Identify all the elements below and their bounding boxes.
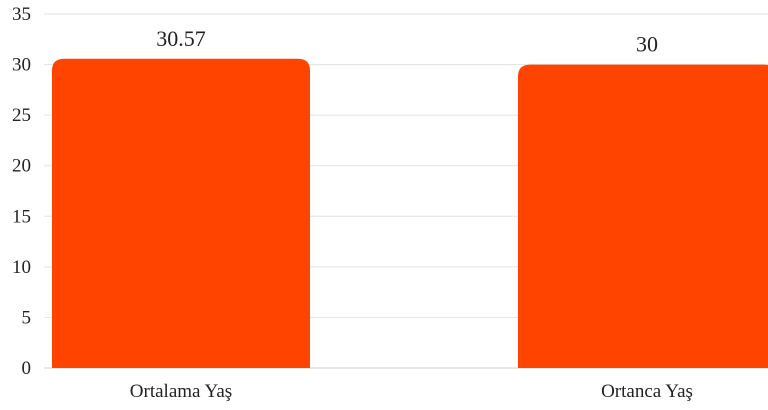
bar-2: [518, 64, 768, 368]
data-label-1: 30.57: [156, 26, 206, 51]
bars: [52, 58, 768, 369]
y-tick-label-20: 20: [12, 156, 31, 177]
y-tick-label-15: 15: [12, 206, 31, 227]
category-label-2: Ortanca Yaş: [601, 381, 693, 402]
data-label-2: 30: [636, 32, 658, 57]
bar-1: [52, 58, 310, 369]
y-tick-label-0: 0: [22, 358, 32, 379]
y-axis-tick-labels: 0 5 10 15 20 25 30 35: [12, 4, 31, 379]
y-tick-label-10: 10: [12, 257, 31, 278]
y-tick-label-30: 30: [12, 55, 31, 76]
y-tick-label-25: 25: [12, 105, 31, 126]
y-tick-label-5: 5: [22, 307, 32, 328]
data-labels: 30.57 30: [156, 26, 658, 57]
category-label-1: Ortalama Yaş: [130, 381, 232, 402]
category-labels: Ortalama Yaş Ortanca Yaş: [130, 381, 693, 402]
y-tick-label-35: 35: [12, 4, 31, 25]
